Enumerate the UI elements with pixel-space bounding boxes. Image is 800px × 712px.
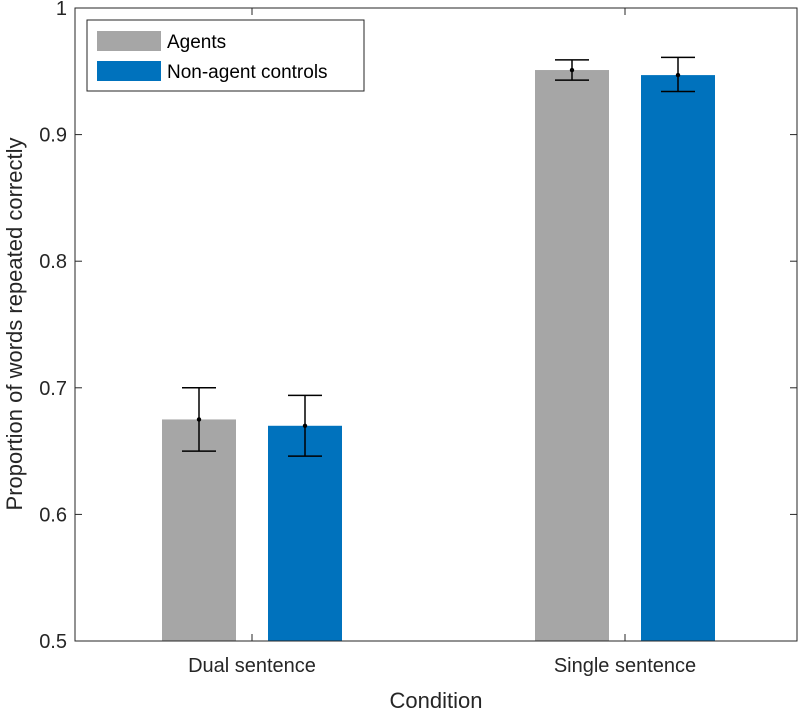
legend-label-non-agent-controls: Non-agent controls [167,62,328,83]
legend-label-agents: Agents [167,32,226,53]
bar-agents-single-sentence [535,70,609,641]
x-tick-label-dual-sentence: Dual sentence [188,655,316,677]
error-bar-mean-dot [569,67,575,73]
y-tick-label: 0.5 [39,631,67,653]
y-tick-label: 0.7 [39,378,67,400]
error-bar-mean-dot [302,423,308,428]
error-bar-non-agent-controls-single-sentence [661,56,695,93]
error-bar-non-agent-controls-dual-sentence [288,394,322,457]
x-tick-label-single-sentence: Single sentence [554,655,696,677]
legend: Agents Non-agent controls [86,19,365,92]
y-axis-label: Proportion of words repeated correctly [2,138,27,511]
legend-swatch-agents [97,31,161,51]
error-bar-mean-dot [675,72,681,78]
error-bars-layer [182,56,695,457]
x-axis: Dual sentence Single sentence [188,8,696,677]
bar-non-agent-controls-single-sentence [641,75,715,641]
error-bar-mean-dot [196,417,202,422]
y-tick-label: 0.6 [39,504,67,526]
error-bar-agents-dual-sentence [182,387,216,452]
error-bar-agents-single-sentence [555,59,589,81]
bar-non-agent-controls-dual-sentence [268,425,342,641]
y-tick-label: 0.8 [39,251,67,273]
legend-swatch-non-agent-controls [97,61,161,81]
bars-layer [162,70,715,641]
y-tick-label: 1 [56,0,67,20]
y-tick-label: 0.9 [39,125,67,147]
plot-area-frame [74,7,798,642]
bar-agents-dual-sentence [162,419,236,641]
y-axis: 0.5 0.6 0.7 0.8 0.9 1 [39,0,797,653]
x-axis-label: Condition [390,688,483,712]
